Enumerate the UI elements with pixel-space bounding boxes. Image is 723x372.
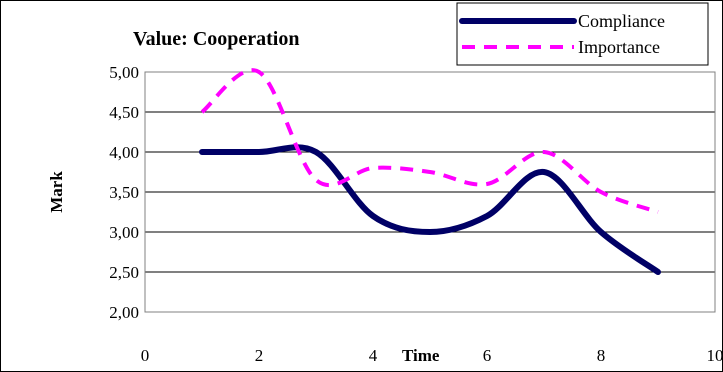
x-tick-label: 0: [141, 346, 150, 365]
legend-box: [456, 2, 709, 66]
y-tick-label: 2,50: [109, 263, 139, 282]
y-tick-label: 3,50: [109, 183, 139, 202]
chart-title: Value: Cooperation: [133, 28, 299, 50]
series-lines: [199, 68, 661, 275]
y-axis-label: Mark: [47, 171, 66, 213]
x-tick-label: 6: [483, 346, 492, 365]
legend: Compliance Importance: [456, 2, 709, 66]
y-tick-label: 2,00: [109, 303, 139, 322]
y-tick-label: 5,00: [109, 63, 139, 82]
x-axis-label: Time: [402, 346, 440, 365]
y-tick-labels: 2,00 2,50 3,00 3,50 4,00 4,50 5,00: [109, 63, 139, 322]
x-tick-label: 10: [707, 346, 723, 365]
x-tick-label: 4: [369, 346, 378, 365]
y-tick-label: 4,00: [109, 143, 139, 162]
x-tick-label: 2: [255, 346, 264, 365]
y-tick-label: 4,50: [109, 103, 139, 122]
series-line-compliance: [199, 144, 661, 275]
x-tick-label: 8: [597, 346, 606, 365]
y-tick-label: 3,00: [109, 223, 139, 242]
legend-entry-compliance: Compliance: [578, 11, 665, 31]
x-tick-labels: 0 2 4 6 8 10: [141, 346, 723, 365]
legend-entry-importance: Importance: [578, 37, 660, 57]
plot-area: [144, 71, 716, 313]
